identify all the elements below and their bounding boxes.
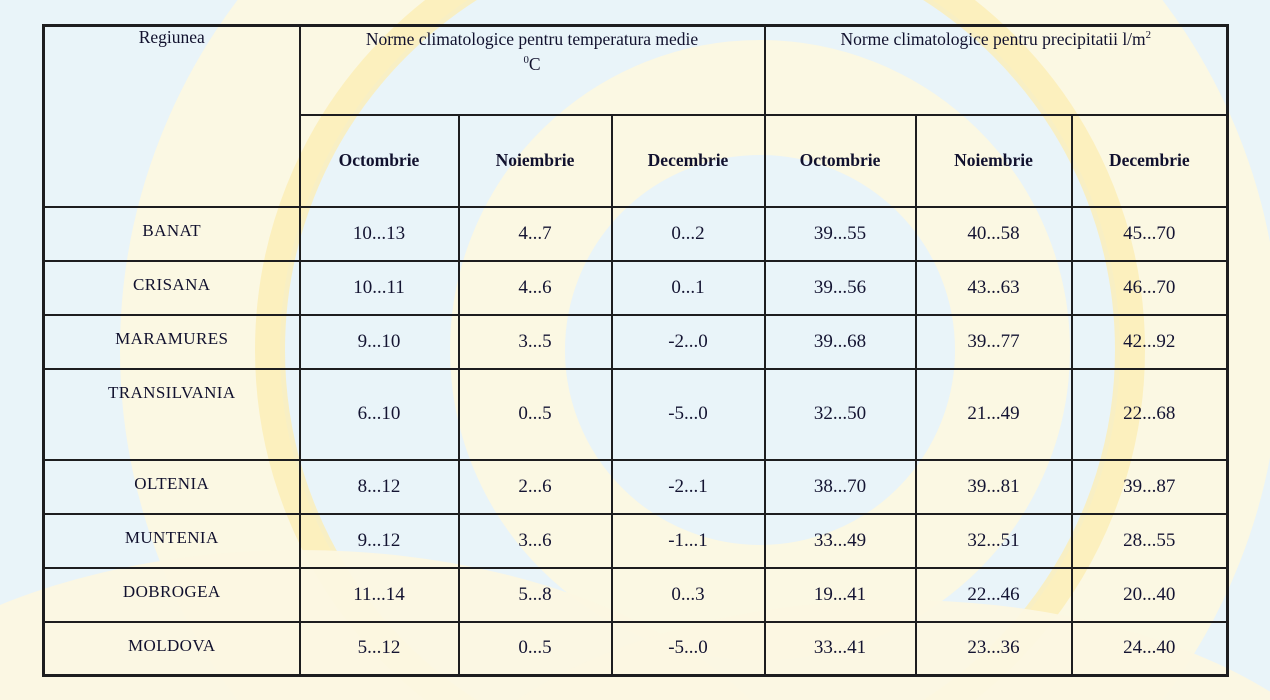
region-name: TRANSILVANIA	[42, 367, 301, 461]
value-cell: 22...46	[914, 566, 1073, 623]
region-column-header: Regiunea	[42, 24, 301, 208]
table-row-transilvania: TRANSILVANIA 6...10 0...5 -5...0 32...50…	[42, 367, 1229, 461]
value-cell: 3...5	[457, 313, 613, 370]
value-cell: 39...68	[763, 313, 917, 370]
value-cell: 32...50	[763, 367, 917, 461]
value-cell: 40...58	[914, 205, 1073, 262]
precipitation-group-title: Norme climatologice pentru precipitatii …	[840, 29, 1146, 49]
value-cell: 10...11	[298, 259, 460, 316]
value-cell: 22...68	[1070, 367, 1229, 461]
month-header-precip-nov: Noiembrie	[914, 113, 1073, 208]
value-cell: 9...12	[298, 512, 460, 569]
value-cell: 45...70	[1070, 205, 1229, 262]
table-row-muntenia: MUNTENIA 9...12 3...6 -1...1 33...49 32.…	[42, 512, 1229, 569]
value-cell: -5...0	[610, 367, 766, 461]
value-cell: 4...7	[457, 205, 613, 262]
value-cell: 39...87	[1070, 458, 1229, 515]
group-header-row: Regiunea Norme climatologice pentru temp…	[42, 24, 1229, 208]
region-name: CRISANA	[42, 259, 301, 316]
value-cell: 10...13	[298, 205, 460, 262]
temperature-group-header: Norme climatologice pentru temperatura m…	[298, 24, 766, 116]
value-cell: 0...5	[457, 620, 613, 677]
value-cell: 3...6	[457, 512, 613, 569]
table-row-banat: BANAT 10...13 4...7 0...2 39...55 40...5…	[42, 205, 1229, 262]
value-cell: 2...6	[457, 458, 613, 515]
value-cell: 39...56	[763, 259, 917, 316]
temperature-group-title: Norme climatologice pentru temperatura m…	[365, 29, 699, 49]
table-row-dobrogea: DOBROGEA 11...14 5...8 0...3 19...41 22.…	[42, 566, 1229, 623]
value-cell: -2...0	[610, 313, 766, 370]
value-cell: 33...49	[763, 512, 917, 569]
month-header-row: Octombrie Noiembrie Decembrie Octombrie …	[44, 113, 1229, 208]
value-cell: -1...1	[610, 512, 766, 569]
region-name: DOBROGEA	[42, 566, 301, 623]
value-cell: 5...8	[457, 566, 613, 623]
value-cell: 4...6	[457, 259, 613, 316]
temperature-unit: 0C	[523, 54, 541, 75]
value-cell: 39...55	[763, 205, 917, 262]
value-cell: -5...0	[610, 620, 766, 677]
value-cell: 20...40	[1070, 566, 1229, 623]
value-cell: 0...3	[610, 566, 766, 623]
month-header-temp-oct: Octombrie	[298, 113, 460, 208]
region-name: OLTENIA	[42, 458, 301, 515]
value-cell: 42...92	[1070, 313, 1229, 370]
table-row-moldova: MOLDOVA 5...12 0...5 -5...0 33...41 23..…	[42, 620, 1229, 677]
value-cell: 8...12	[298, 458, 460, 515]
precipitation-group-header: Norme climatologice pentru precipitatii …	[763, 24, 1229, 116]
value-cell: 33...41	[763, 620, 917, 677]
region-name: MARAMURES	[42, 313, 301, 370]
precipitation-unit-sup: 2	[1145, 29, 1152, 42]
value-cell: -2...1	[610, 458, 766, 515]
value-cell: 21...49	[914, 367, 1073, 461]
value-cell: 43...63	[914, 259, 1073, 316]
climate-table: Regiunea Norme climatologice pentru temp…	[42, 24, 1230, 677]
value-cell: 24...40	[1070, 620, 1229, 677]
value-cell: 0...1	[610, 259, 766, 316]
value-cell: 5...12	[298, 620, 460, 677]
value-cell: 38...70	[763, 458, 917, 515]
month-header-temp-nov: Noiembrie	[457, 113, 613, 208]
value-cell: 0...5	[457, 367, 613, 461]
table-row-oltenia: OLTENIA 8...12 2...6 -2...1 38...70 39..…	[42, 458, 1229, 515]
region-name: MUNTENIA	[42, 512, 301, 569]
value-cell: 9...10	[298, 313, 460, 370]
value-cell: 0...2	[610, 205, 766, 262]
value-cell: 23...36	[914, 620, 1073, 677]
value-cell: 6...10	[298, 367, 460, 461]
value-cell: 39...77	[914, 313, 1073, 370]
value-cell: 11...14	[298, 566, 460, 623]
value-cell: 19...41	[763, 566, 917, 623]
month-header-temp-dec: Decembrie	[610, 113, 766, 208]
value-cell: 28...55	[1070, 512, 1229, 569]
value-cell: 39...81	[914, 458, 1073, 515]
region-name: BANAT	[42, 205, 301, 262]
table-row-maramures: MARAMURES 9...10 3...5 -2...0 39...68 39…	[42, 313, 1229, 370]
value-cell: 46...70	[1070, 259, 1229, 316]
month-header-precip-oct: Octombrie	[763, 113, 917, 208]
table-row-crisana: CRISANA 10...11 4...6 0...1 39...56 43..…	[42, 259, 1229, 316]
region-name: MOLDOVA	[42, 620, 301, 677]
value-cell: 32...51	[914, 512, 1073, 569]
month-header-precip-dec: Decembrie	[1070, 113, 1229, 208]
